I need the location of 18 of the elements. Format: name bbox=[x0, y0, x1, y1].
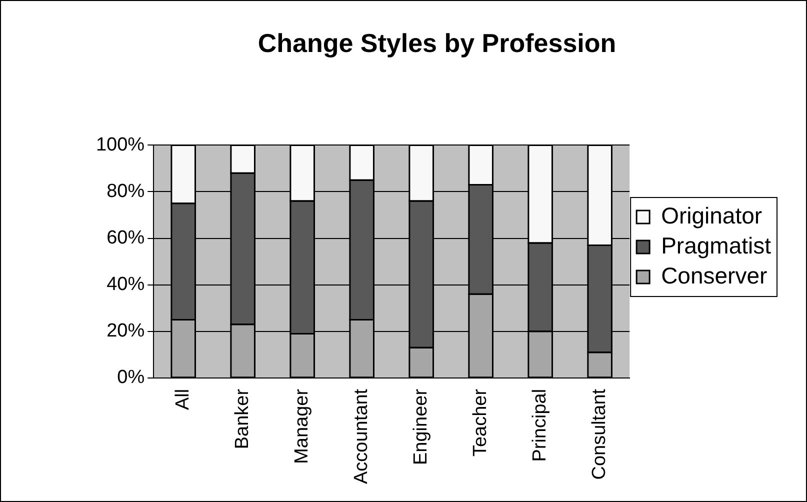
legend-label: Conserver bbox=[661, 262, 768, 288]
x-tick-label: Manager bbox=[292, 388, 313, 464]
x-tick-label: Accountant bbox=[351, 388, 372, 484]
x-tick-label: Teacher bbox=[470, 388, 492, 457]
y-tick-label: 60% bbox=[106, 228, 145, 249]
x-tick-label: Principal bbox=[530, 388, 551, 462]
x-tick-label: Banker bbox=[232, 388, 254, 450]
y-tick-label: 40% bbox=[106, 274, 145, 296]
legend-label: Originator bbox=[661, 202, 762, 228]
x-tick-label: Engineer bbox=[410, 388, 432, 465]
x-tick-label: All bbox=[172, 388, 194, 410]
legend-label: Pragmatist bbox=[661, 232, 772, 258]
chart-title: Change Styles by Profession bbox=[258, 28, 616, 58]
y-tick-label: 0% bbox=[117, 367, 145, 388]
y-tick-label: 100% bbox=[96, 134, 145, 156]
x-tick-label: Consultant bbox=[589, 388, 610, 480]
y-tick-label: 80% bbox=[106, 180, 145, 202]
y-tick-label: 20% bbox=[106, 320, 145, 342]
